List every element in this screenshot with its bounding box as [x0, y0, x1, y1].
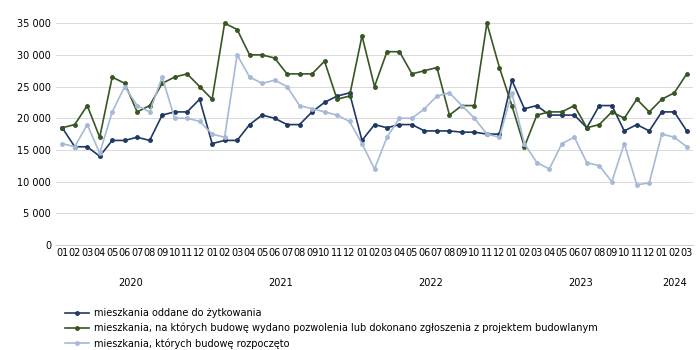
mieszkania, na których budowę wydano pozwolenia lub dokonano zgłoszenia z projektem budowlanym: [195, 84, 204, 89]
mieszkania, których budowę rozpoczęto: [258, 81, 266, 85]
mieszkania oddane do żytkowania: [58, 126, 66, 130]
mieszkania oddane do żytkowania: [208, 141, 216, 146]
Text: 2021: 2021: [268, 278, 293, 288]
mieszkania oddane do żytkowania: [258, 113, 266, 117]
Text: 2022: 2022: [419, 278, 443, 288]
Line: mieszkania oddane do żytkowania: mieszkania oddane do żytkowania: [60, 78, 689, 158]
mieszkania, na których budowę wydano pozwolenia lub dokonano zgłoszenia z projektem budowlanym: [58, 126, 66, 130]
Legend: mieszkania oddane do żytkowania, mieszkania, na których budowę wydano pozwolenia: mieszkania oddane do żytkowania, mieszka…: [61, 304, 601, 350]
mieszkania oddane do żytkowania: [95, 154, 104, 158]
Text: 2023: 2023: [568, 278, 593, 288]
mieszkania, na których budowę wydano pozwolenia lub dokonano zgłoszenia z projektem budowlanym: [270, 56, 279, 60]
mieszkania, na których budowę wydano pozwolenia lub dokonano zgłoszenia z projektem budowlanym: [220, 21, 229, 25]
mieszkania, których budowę rozpoczęto: [520, 141, 528, 146]
mieszkania, na których budowę wydano pozwolenia lub dokonano zgłoszenia z projektem budowlanym: [533, 113, 541, 117]
mieszkania, których budowę rozpoczęto: [58, 141, 66, 146]
mieszkania, których budowę rozpoczęto: [233, 53, 242, 57]
mieszkania oddane do żytkowania: [533, 104, 541, 108]
mieszkania oddane do żytkowania: [270, 116, 279, 120]
Text: 2024: 2024: [662, 278, 687, 288]
Line: mieszkania, których budowę rozpoczęto: mieszkania, których budowę rozpoczęto: [60, 53, 689, 187]
mieszkania, których budowę rozpoczęto: [682, 145, 691, 149]
mieszkania oddane do żytkowania: [483, 132, 491, 136]
Text: 2020: 2020: [118, 278, 144, 288]
mieszkania, na których budowę wydano pozwolenia lub dokonano zgłoszenia z projektem budowlanym: [520, 145, 528, 149]
mieszkania, których budowę rozpoczęto: [483, 132, 491, 136]
Line: mieszkania, na których budowę wydano pozwolenia lub dokonano zgłoszenia z projektem budowlanym: mieszkania, na których budowę wydano poz…: [60, 21, 689, 148]
mieszkania, których budowę rozpoczęto: [633, 183, 641, 187]
mieszkania, których budowę rozpoczęto: [195, 119, 204, 124]
mieszkania, których budowę rozpoczęto: [670, 135, 678, 139]
mieszkania, na których budowę wydano pozwolenia lub dokonano zgłoszenia z projektem budowlanym: [483, 21, 491, 25]
mieszkania oddane do żytkowania: [508, 78, 516, 82]
mieszkania, których budowę rozpoczęto: [270, 78, 279, 82]
mieszkania oddane do żytkowania: [682, 129, 691, 133]
mieszkania, na których budowę wydano pozwolenia lub dokonano zgłoszenia z projektem budowlanym: [670, 91, 678, 95]
mieszkania, na których budowę wydano pozwolenia lub dokonano zgłoszenia z projektem budowlanym: [682, 72, 691, 76]
mieszkania oddane do żytkowania: [670, 110, 678, 114]
mieszkania, na których budowę wydano pozwolenia lub dokonano zgłoszenia z projektem budowlanym: [258, 53, 266, 57]
